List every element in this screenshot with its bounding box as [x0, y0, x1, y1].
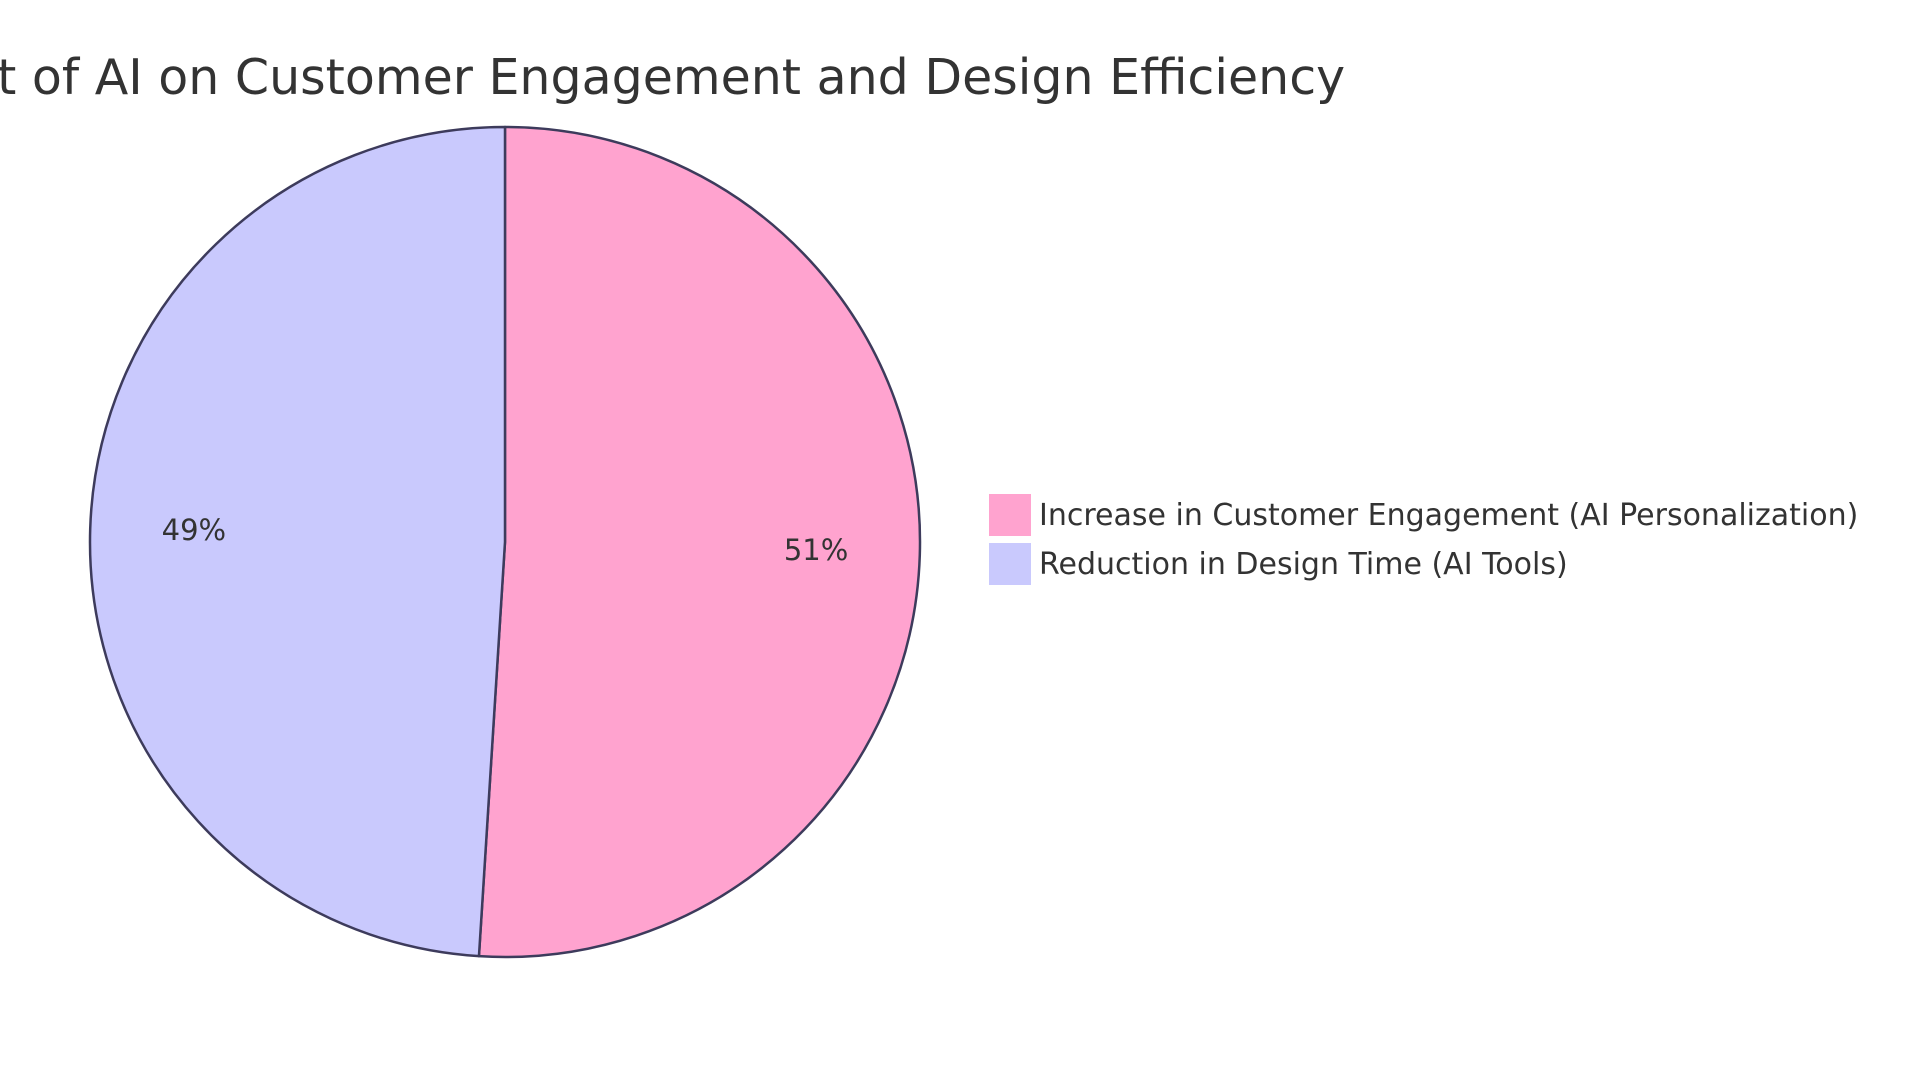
legend-label-engagement: Increase in Customer Engagement (AI Pers…	[1039, 498, 1858, 533]
slice-label-engagement: 51%	[784, 533, 848, 567]
legend: Increase in Customer Engagement (AI Pers…	[989, 494, 1858, 585]
legend-swatch-design-time	[989, 543, 1031, 585]
chart-title: Impact of AI on Customer Engagement and …	[0, 49, 1345, 106]
legend-swatch-engagement	[989, 494, 1031, 536]
pie-slice-labels: 51% 49%	[162, 513, 849, 567]
legend-item: Increase in Customer Engagement (AI Pers…	[989, 494, 1858, 536]
pie-slice-engagement	[477, 125, 922, 959]
pie-slices	[88, 125, 922, 959]
legend-item: Reduction in Design Time (AI Tools)	[989, 543, 1568, 585]
legend-label-design-time: Reduction in Design Time (AI Tools)	[1039, 547, 1568, 582]
slice-label-design-time: 49%	[162, 513, 226, 547]
pie-slice-design-time	[88, 125, 507, 958]
